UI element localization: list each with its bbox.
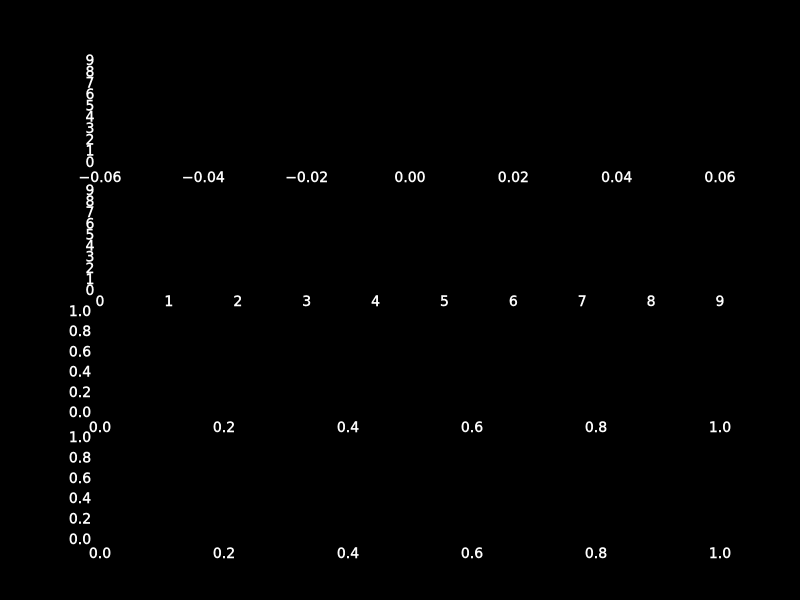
subplot-1: −0.06 −0.04 −0.02 0.00 0.02 0.04 0.06 012345678… [78,53,736,186]
y-tick-label: 9 [86,53,95,69]
subplot-4: 0.0 0.2 0.4 0.6 0.8 1.0 0.0 0.2 0.4 0.6 0.8 1.0 [69,430,732,562]
x-tick-label: −0.02 [285,170,328,186]
x-tick-label: 0.2 [213,546,235,562]
x-tick-label: 0.2 [213,420,235,436]
y-tick-label: 5 [86,227,95,243]
x-tick-label: 0.6 [461,546,483,562]
x-tick-label: 7 [578,294,587,310]
x-tick-label: 0.02 [498,170,529,186]
y-tick-label: 1.0 [69,430,91,446]
x-tick-label: 2 [233,294,242,310]
y-tick-label: 3 [86,250,95,266]
y-tick-label: 0.0 [69,405,91,421]
subplot-3: 0.0 0.2 0.4 0.6 0.8 1.0 0.0 0.2 0.4 0.6 0.8 1.0 [69,304,732,436]
y-tick-label: 0.6 [69,471,91,487]
y-tick-label: 6 [86,216,95,232]
y-tick-label: 9 [86,183,95,199]
x-tick-label: 0.00 [394,170,425,186]
x-tick-label: 0.8 [585,546,607,562]
x-tick-label: 3 [302,294,311,310]
y-tick-label: 1 [86,144,95,160]
y-tick-label: 6 [86,87,95,103]
x-tick-label: 0.4 [337,546,359,562]
x-tick-label: 6 [509,294,518,310]
y-tick-label: 8 [86,64,95,80]
y-tick-label: 0 [86,283,95,299]
x-tick-label: 0.04 [601,170,632,186]
y-tick-label: 4 [86,110,95,126]
x-tick-label: −0.04 [182,170,225,186]
x-tick-label: 5 [440,294,449,310]
y-tick-label: 1 [86,272,95,288]
y-tick-label: 0.4 [69,365,91,381]
y-tick-label: 0.8 [69,450,91,466]
x-tick-label: 0.06 [704,170,735,186]
x-tick-label: 8 [647,294,656,310]
y-tick-label: 7 [86,205,95,221]
y-tick-label: 0.6 [69,344,91,360]
y-tick-label: 0.2 [69,385,91,401]
x-tick-label: 0.6 [461,420,483,436]
y-tick-label: 0.0 [69,532,91,548]
y-tick-label: 1.0 [69,304,91,320]
y-tick-label: 4 [86,239,95,255]
x-tick-label: 0.0 [89,546,111,562]
x-tick-label: 9 [716,294,725,310]
y-tick-label: 0.2 [69,512,91,528]
x-tick-label: 0.4 [337,420,359,436]
y-tick-label: 0.4 [69,491,91,507]
x-tick-label: −0.06 [79,170,122,186]
y-tick-label: 5 [86,98,95,114]
y-tick-label: 7 [86,76,95,92]
y-tick-label: 2 [86,132,95,148]
x-tick-label: 4 [371,294,380,310]
x-tick-label: 0 [96,294,105,310]
x-tick-label: 0.0 [89,420,111,436]
y-tick-label: 2 [86,261,95,277]
y-tick-label: 3 [86,121,95,137]
x-tick-label: 1.0 [709,420,731,436]
y-tick-label: 8 [86,194,95,210]
y-tick-label: 0 [86,155,95,171]
y-tick-label: 0.8 [69,324,91,340]
x-tick-label: 1.0 [709,546,731,562]
x-tick-label: 1 [164,294,173,310]
x-tick-label: 0.8 [585,420,607,436]
